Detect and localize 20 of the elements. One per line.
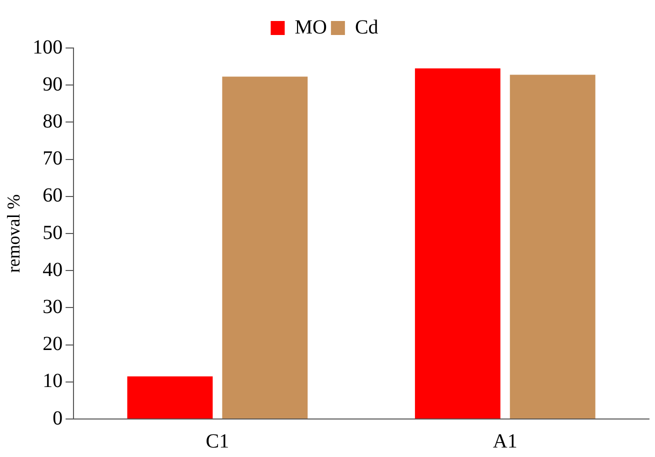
legend-label: MO (294, 16, 327, 38)
bar (414, 68, 500, 418)
y-tick-label: 70 (42, 148, 63, 170)
y-tick-label: 90 (42, 73, 63, 96)
x-tick-label: C1 (206, 430, 230, 452)
y-tick-label: 10 (42, 370, 63, 392)
y-tick-label: 80 (42, 110, 63, 132)
y-axis-title: removal % (4, 194, 24, 273)
bar (222, 76, 308, 418)
bar (510, 74, 596, 418)
y-tick-label: 20 (42, 333, 63, 356)
y-tick-label: 40 (42, 258, 63, 281)
x-tick-label: A1 (492, 430, 518, 452)
y-tick-label: 100 (32, 36, 63, 58)
y-tick-label: 60 (42, 184, 63, 207)
y-tick-label: 50 (42, 222, 63, 244)
legend-label: Cd (354, 16, 378, 38)
bar (127, 376, 213, 418)
y-tick-label: 0 (52, 407, 63, 430)
y-tick-label: 30 (42, 296, 63, 318)
